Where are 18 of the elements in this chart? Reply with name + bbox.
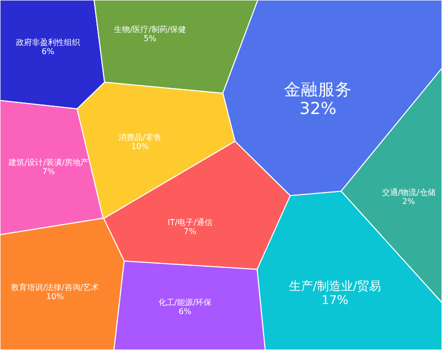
category-label: 建筑/设计/装潢/房地产 <box>8 158 89 167</box>
data-label: 10% <box>46 292 64 302</box>
category-label: 生产/制造业/贸易 <box>288 279 382 293</box>
category-label: 教育培训/法律/咨询/艺术 <box>10 283 100 292</box>
data-label: 7% <box>42 167 56 176</box>
category-label: IT/电子/通信 <box>168 218 212 227</box>
category-label: 消费品/零售 <box>118 133 162 142</box>
data-label: 7% <box>184 227 197 236</box>
data-label: 32% <box>300 99 336 118</box>
category-label: 化工/能源/环保 <box>158 298 212 307</box>
data-label: 10% <box>131 142 150 152</box>
category-label: 生物/医疗/制药/保健 <box>114 25 186 34</box>
data-label: 2% <box>402 197 416 206</box>
data-label: 17% <box>322 292 348 307</box>
category-label: 金融服务 <box>284 80 352 99</box>
data-label: 6% <box>178 307 192 316</box>
data-label: 5% <box>144 34 157 44</box>
category-label: 交通/物流/仓储 <box>382 188 436 197</box>
